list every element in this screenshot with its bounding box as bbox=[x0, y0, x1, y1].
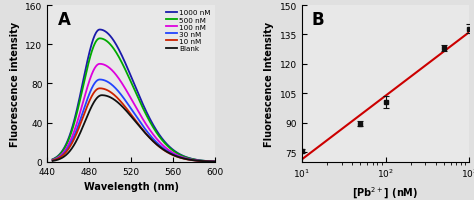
10 nM bbox=[127, 112, 133, 115]
500 nM bbox=[183, 156, 189, 159]
10 nM bbox=[212, 161, 218, 163]
100 nM bbox=[212, 161, 218, 163]
1000 nM bbox=[209, 160, 214, 163]
1000 nM bbox=[183, 156, 189, 158]
10 nM bbox=[138, 126, 144, 129]
30 nM bbox=[212, 161, 218, 163]
500 nM bbox=[127, 79, 133, 82]
100 nM bbox=[127, 96, 133, 98]
Line: 500 nM: 500 nM bbox=[53, 39, 215, 162]
Y-axis label: Fluorescence intensity: Fluorescence intensity bbox=[10, 22, 20, 146]
Line: 100 nM: 100 nM bbox=[53, 65, 215, 162]
10 nM bbox=[97, 88, 102, 90]
10 nM bbox=[50, 159, 55, 162]
500 nM bbox=[209, 160, 214, 163]
Legend: 1000 nM, 500 nM, 100 nM, 30 nM, 10 nM, Blank: 1000 nM, 500 nM, 100 nM, 30 nM, 10 nM, B… bbox=[165, 10, 211, 53]
1000 nM bbox=[212, 160, 218, 163]
1000 nM bbox=[128, 76, 134, 78]
Line: 1000 nM: 1000 nM bbox=[53, 30, 215, 162]
Blank bbox=[99, 95, 105, 97]
30 nM bbox=[183, 158, 189, 160]
500 nM bbox=[138, 103, 144, 105]
Line: 30 nM: 30 nM bbox=[53, 80, 215, 162]
Blank bbox=[128, 115, 134, 118]
100 nM bbox=[97, 63, 102, 66]
Blank bbox=[209, 160, 214, 163]
Y-axis label: Fluorescence Intensity: Fluorescence Intensity bbox=[264, 22, 274, 146]
30 nM bbox=[97, 79, 102, 81]
Blank bbox=[212, 161, 218, 163]
10 nM bbox=[146, 137, 152, 139]
Blank bbox=[127, 114, 133, 117]
10 nM bbox=[128, 113, 134, 116]
30 nM bbox=[209, 160, 214, 163]
500 nM bbox=[97, 38, 102, 40]
500 nM bbox=[128, 81, 134, 84]
10 nM bbox=[183, 158, 189, 161]
30 nM bbox=[138, 122, 144, 124]
100 nM bbox=[128, 98, 134, 100]
30 nM bbox=[127, 106, 133, 109]
1000 nM bbox=[50, 158, 55, 161]
1000 nM bbox=[138, 99, 144, 101]
Blank bbox=[146, 137, 152, 139]
30 nM bbox=[50, 159, 55, 162]
1000 nM bbox=[127, 73, 133, 76]
Blank bbox=[183, 158, 189, 160]
Text: A: A bbox=[57, 11, 70, 29]
Blank bbox=[50, 160, 55, 162]
Text: B: B bbox=[312, 11, 325, 29]
1000 nM bbox=[146, 117, 152, 120]
500 nM bbox=[146, 120, 152, 122]
30 nM bbox=[128, 108, 134, 110]
100 nM bbox=[183, 157, 189, 160]
30 nM bbox=[146, 134, 152, 136]
100 nM bbox=[50, 159, 55, 161]
500 nM bbox=[50, 158, 55, 161]
500 nM bbox=[212, 160, 218, 163]
X-axis label: [Pb$^{2+}$] (nM): [Pb$^{2+}$] (nM) bbox=[352, 185, 419, 200]
Line: 10 nM: 10 nM bbox=[53, 89, 215, 162]
100 nM bbox=[138, 115, 144, 117]
100 nM bbox=[146, 128, 152, 131]
100 nM bbox=[209, 160, 214, 163]
10 nM bbox=[209, 161, 214, 163]
Line: Blank: Blank bbox=[53, 96, 215, 162]
1000 nM bbox=[97, 29, 102, 32]
X-axis label: Wavelength (nm): Wavelength (nm) bbox=[83, 181, 179, 191]
Blank bbox=[138, 127, 144, 129]
